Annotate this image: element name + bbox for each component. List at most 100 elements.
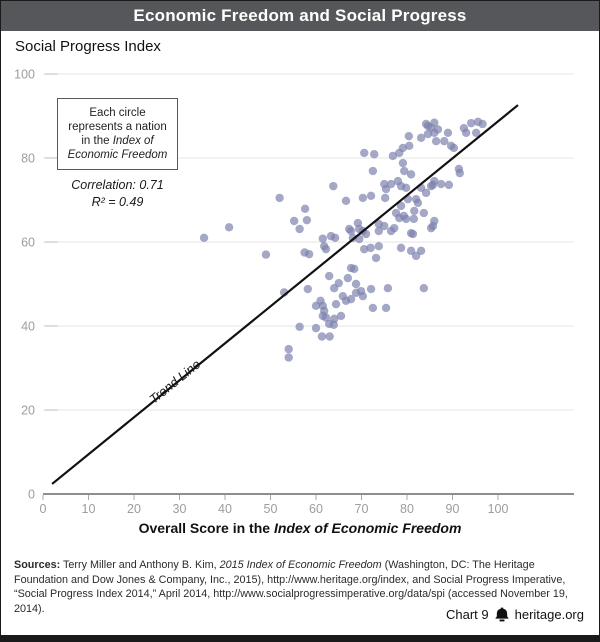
x-tick-label: 40: [218, 502, 232, 516]
data-point: [318, 234, 328, 243]
x-tick-label: 100: [488, 502, 509, 516]
data-point: [406, 170, 416, 179]
x-tick-label: 0: [40, 502, 47, 516]
sources-label: Sources:: [14, 559, 61, 571]
data-point: [351, 279, 361, 289]
correlation-note: Correlation: 0.71 R² = 0.49: [45, 177, 190, 211]
data-point: [324, 271, 334, 281]
chart-title: Economic Freedom and Social Progress: [133, 6, 467, 25]
data-point: [331, 299, 341, 309]
data-point: [368, 166, 378, 176]
x-tick-label: 10: [82, 502, 96, 516]
footer: Chart 9 heritage.org: [446, 607, 584, 622]
data-point: [478, 119, 487, 129]
data-point: [302, 215, 312, 225]
trend-line: [51, 104, 519, 485]
data-point: [304, 249, 314, 259]
data-point: [358, 193, 368, 203]
data-point: [343, 273, 353, 283]
data-point: [300, 204, 310, 214]
data-point: [390, 223, 399, 233]
data-point: [380, 221, 389, 231]
data-point: [358, 291, 368, 301]
data-point: [366, 191, 376, 200]
chart-number: Chart 9: [445, 607, 489, 622]
data-point: [416, 246, 426, 256]
data-point: [284, 353, 293, 362]
correlation-value: Correlation: 0.71: [71, 178, 164, 192]
data-point: [321, 313, 331, 322]
data-point: [405, 141, 414, 151]
data-point: [419, 208, 429, 218]
data-point: [334, 278, 343, 288]
data-point: [408, 229, 418, 239]
x-tick-label: 80: [400, 502, 414, 516]
annotation-line: Each circle: [89, 107, 146, 119]
annotation-line: represents a nation: [68, 121, 167, 133]
data-point: [360, 148, 369, 158]
data-point: [374, 226, 383, 236]
annotation-line-italic: Economic Freedom: [67, 149, 168, 161]
x-tick-label: 90: [446, 502, 460, 516]
data-point: [360, 244, 369, 254]
data-point: [386, 179, 396, 189]
data-point: [398, 158, 408, 168]
data-point: [430, 118, 439, 127]
sources-note: Sources: Terry Miller and Anthony B. Kim…: [14, 559, 568, 615]
data-point: [366, 243, 375, 253]
data-point: [318, 301, 328, 311]
y-tick-label: 100: [14, 68, 35, 82]
data-point: [423, 129, 433, 139]
data-point: [295, 322, 304, 332]
data-point: [370, 150, 379, 159]
data-point: [261, 250, 271, 259]
x-tick-label: 30: [173, 502, 187, 516]
data-point: [443, 128, 453, 137]
annotation-line: in the: [81, 135, 113, 147]
data-point: [371, 253, 381, 263]
data-point: [346, 226, 356, 236]
data-point: [380, 193, 390, 203]
annotation-line-italic: Index of: [112, 135, 154, 147]
y-axis-title: Social Progress Index: [15, 38, 161, 55]
y-tick-label: 80: [21, 152, 35, 166]
data-point: [341, 196, 351, 206]
data-point: [430, 216, 439, 226]
data-point: [329, 181, 338, 191]
data-point: [224, 223, 234, 232]
data-point: [410, 206, 419, 216]
x-tick-label: 60: [309, 502, 323, 516]
data-point: [421, 188, 431, 198]
data-point: [413, 198, 423, 208]
data-point: [444, 180, 454, 190]
x-tick-label: 50: [264, 502, 278, 516]
data-point: [404, 131, 414, 141]
data-point: [433, 125, 443, 134]
data-point: [350, 264, 359, 274]
data-point: [311, 323, 321, 333]
x-axis-title: Overall Score in the Index of Economic F…: [138, 520, 462, 536]
data-point: [321, 244, 331, 254]
data-point: [383, 284, 393, 293]
chart-title-bar: Economic Freedom and Social Progress: [1, 1, 599, 31]
data-point: [368, 303, 378, 313]
data-point: [396, 201, 406, 211]
x-tick-label: 70: [355, 502, 369, 516]
data-point: [471, 128, 481, 137]
data-point: [436, 179, 446, 189]
data-point: [325, 332, 334, 341]
data-point: [381, 303, 391, 313]
data-point: [317, 332, 327, 341]
data-point: [388, 151, 398, 161]
data-point: [275, 193, 284, 203]
data-point: [336, 311, 346, 321]
data-point: [409, 214, 419, 224]
data-point: [398, 143, 408, 153]
data-point: [295, 224, 304, 234]
data-point: [330, 233, 340, 242]
r-squared-value: R² = 0.49: [91, 195, 144, 209]
data-point: [431, 137, 441, 146]
annotation-box: Each circle represents a nation in the I…: [57, 98, 178, 170]
